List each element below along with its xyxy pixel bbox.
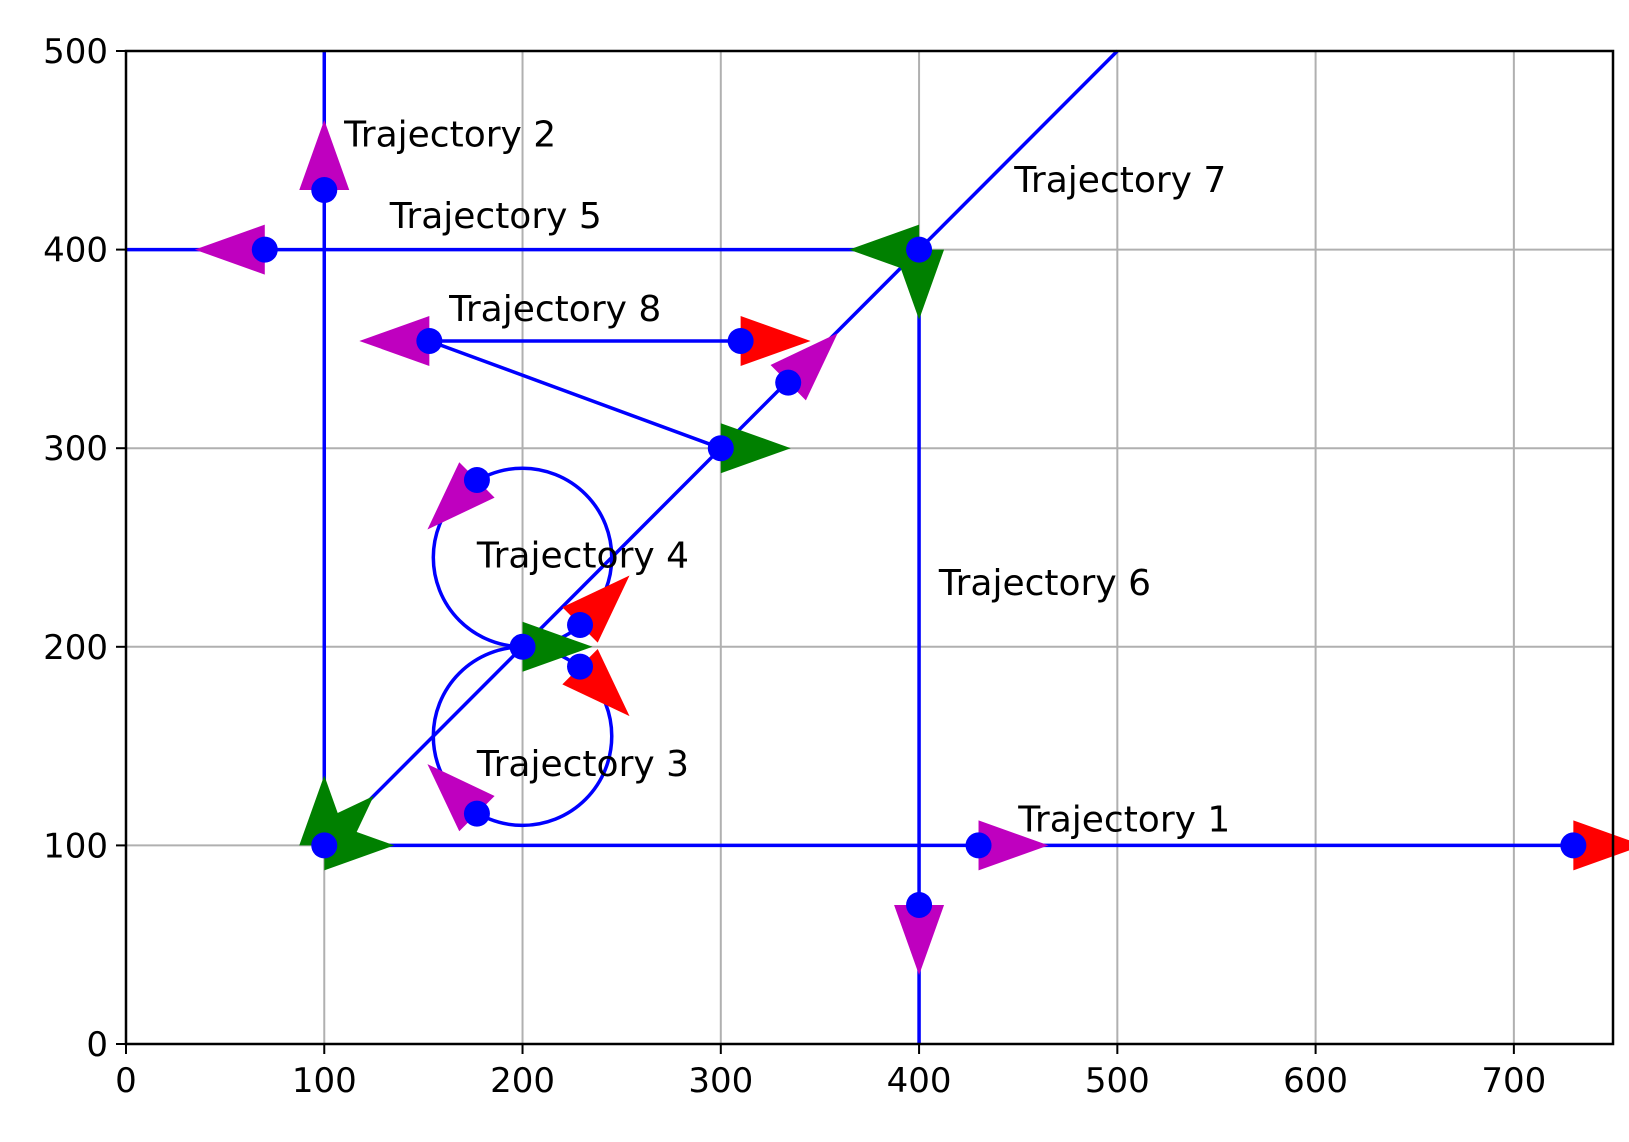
x-tick-label: 200 [490,1061,555,1101]
arrow-magenta [427,462,495,530]
y-tick-label: 0 [86,1025,108,1065]
x-tick-label: 400 [887,1061,952,1101]
trajectory-label: Trajectory 3 [476,744,689,785]
trajectory-point [567,653,594,680]
trajectory-point [463,466,490,493]
arrow-magenta [427,764,495,832]
trajectory-label: Trajectory 1 [1017,799,1230,840]
arrow-red [562,648,630,717]
grid-layer [125,50,1613,1045]
trajectory-point [509,633,536,660]
trajectory-point [251,236,278,263]
trajectory-line [428,339,722,450]
trajectory-point [775,369,802,396]
arrow-magenta [299,120,350,191]
direction-arrows [194,120,1629,975]
trajectory-point [311,177,338,204]
trajectory-label: Trajectory 4 [476,535,689,576]
trajectory-point [311,832,338,859]
trajectory-point [463,800,490,827]
arrow-red [740,315,811,366]
x-tick-label: 100 [292,1061,357,1101]
x-tick-label: 700 [1481,1061,1546,1101]
trajectory-label: Trajectory 5 [389,196,602,237]
trajectory-point [906,236,933,263]
trajectory-points [251,177,1587,918]
x-tick-label: 0 [115,1061,137,1101]
arrow-green [522,621,593,672]
trajectory-label: Trajectory 2 [343,114,556,155]
x-tick-label: 300 [688,1061,753,1101]
trajectory-point [707,435,734,462]
arrow-green [306,795,374,864]
y-tick-label: 400 [43,231,108,271]
x-tick-label: 600 [1283,1061,1348,1101]
trajectory-lines [126,49,1613,1044]
trajectory-point [1560,832,1587,859]
trajectory-point [727,327,754,354]
arrow-red [1573,820,1629,871]
trajectory-point [416,327,443,354]
y-tick-label: 500 [43,32,108,72]
y-tick-label: 200 [43,628,108,668]
trajectory-point [965,832,992,859]
arrow-magenta [770,333,838,401]
trajectory-labels: Trajectory 1 Trajectory 2 Trajectory 3 Traj… [343,114,1230,840]
axes: 0 100 200 300 400 500 600 700 0 100 200 300 400 500 [43,32,1615,1101]
arrow-red [562,575,630,643]
plot-frame [124,49,1615,1046]
trajectory-label: Trajectory 6 [938,563,1151,604]
arrow-magenta [194,224,265,275]
arrow-magenta [894,904,945,975]
trajectory-label: Trajectory 8 [448,289,661,330]
arrow-green [894,249,945,320]
arrow-magenta [359,315,430,366]
trajectory-point [567,611,594,638]
arrow-green [720,423,791,474]
y-tick-label: 300 [43,429,108,469]
trajectory-point [906,891,933,918]
y-tick-label: 100 [43,826,108,866]
arrow-magenta [978,820,1049,871]
x-tick-label: 500 [1085,1061,1150,1101]
trajectory-label: Trajectory 7 [1013,160,1226,201]
